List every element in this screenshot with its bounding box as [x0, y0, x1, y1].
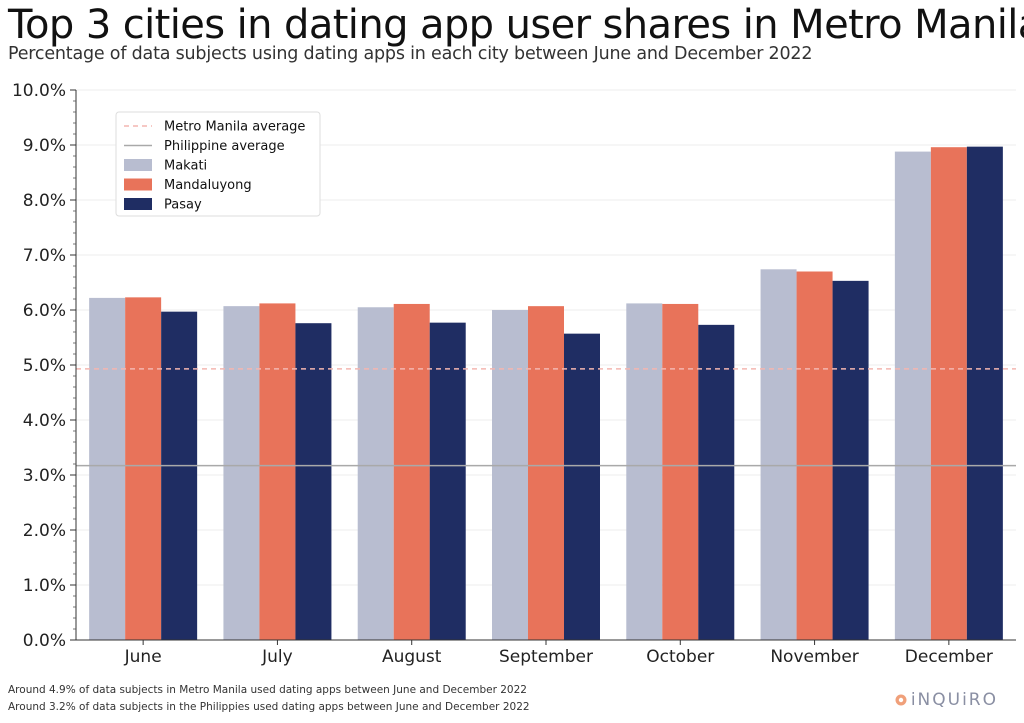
footnote-philippines: Around 3.2% of data subjects in the Phil… — [8, 701, 530, 713]
x-tick-label: August — [382, 647, 442, 667]
y-tick-label: 5.0% — [23, 356, 66, 376]
y-tick-label: 8.0% — [23, 191, 66, 211]
y-tick-label: 2.0% — [23, 521, 66, 541]
legend-swatch — [124, 198, 152, 210]
bar-pasay-november — [832, 280, 869, 640]
axes: June July August September October November De… — [12, 81, 1016, 667]
bar-makati-october — [626, 303, 663, 640]
bar-pasay-july — [295, 323, 332, 640]
bar-pasay-september — [564, 333, 600, 640]
y-tick-label: 7.0% — [23, 246, 66, 266]
y-tick-label: 1.0% — [23, 576, 66, 596]
legend-label: Metro Manila average — [164, 120, 305, 135]
legend-swatch — [124, 159, 152, 171]
bar-mandaluyong-october — [662, 303, 699, 640]
x-tick-label: June — [124, 647, 162, 667]
legend-box — [115, 111, 321, 217]
x-tick-label: September — [499, 647, 593, 667]
x-tick-label: October — [646, 647, 714, 667]
bar-mandaluyong-june — [125, 297, 162, 640]
bar-chart: June July August September October November De… — [12, 81, 1016, 667]
bar-pasay-october — [698, 324, 735, 640]
brand-logo: iNQUiRO — [895, 690, 998, 710]
bar-mandaluyong-august — [393, 303, 430, 640]
bar-mandaluyong-september — [528, 306, 564, 640]
y-tick-label: 9.0% — [23, 136, 66, 156]
bar-makati-september — [492, 310, 528, 640]
brand-logo-icon — [895, 694, 907, 706]
y-tick-label: 3.0% — [23, 466, 66, 486]
chart-subtitle: Percentage of data subjects using dating… — [8, 44, 813, 64]
y-tick-label: 6.0% — [23, 301, 66, 321]
bars — [89, 146, 1003, 640]
brand-name: iNQUiRO — [910, 690, 998, 710]
x-tick-label: November — [770, 647, 858, 667]
legend-swatch — [124, 178, 152, 191]
bar-pasay-december — [966, 146, 1003, 640]
legend-label: Pasay — [164, 198, 202, 213]
y-tick-label: 0.0% — [23, 631, 66, 651]
bar-makati-july — [223, 306, 260, 640]
footnote-metro-manila: Around 4.9% of data subjects in Metro Ma… — [8, 684, 527, 696]
bar-mandaluyong-november — [796, 271, 833, 640]
legend-label: Mandaluyong — [164, 178, 252, 193]
chart-title: Top 3 cities in dating app user shares i… — [8, 2, 1024, 48]
bar-pasay-august — [429, 322, 466, 640]
bar-pasay-june — [161, 311, 198, 640]
bar-mandaluyong-july — [259, 303, 296, 640]
reference-lines — [76, 368, 1016, 467]
x-tick-label: July — [261, 647, 293, 667]
legend-label: Makati — [164, 159, 207, 174]
bar-makati-june — [89, 297, 126, 640]
bar-makati-august — [357, 307, 394, 640]
x-tick-label: December — [905, 647, 993, 667]
bar-mandaluyong-december — [930, 147, 967, 640]
legend: Metro Manila average Philippine average Ma… — [115, 111, 321, 217]
legend-label: Philippine average — [164, 139, 285, 154]
bar-makati-december — [894, 151, 931, 640]
y-tick-label: 4.0% — [23, 411, 66, 431]
y-tick-label: 10.0% — [12, 81, 66, 101]
bar-makati-november — [760, 269, 797, 640]
